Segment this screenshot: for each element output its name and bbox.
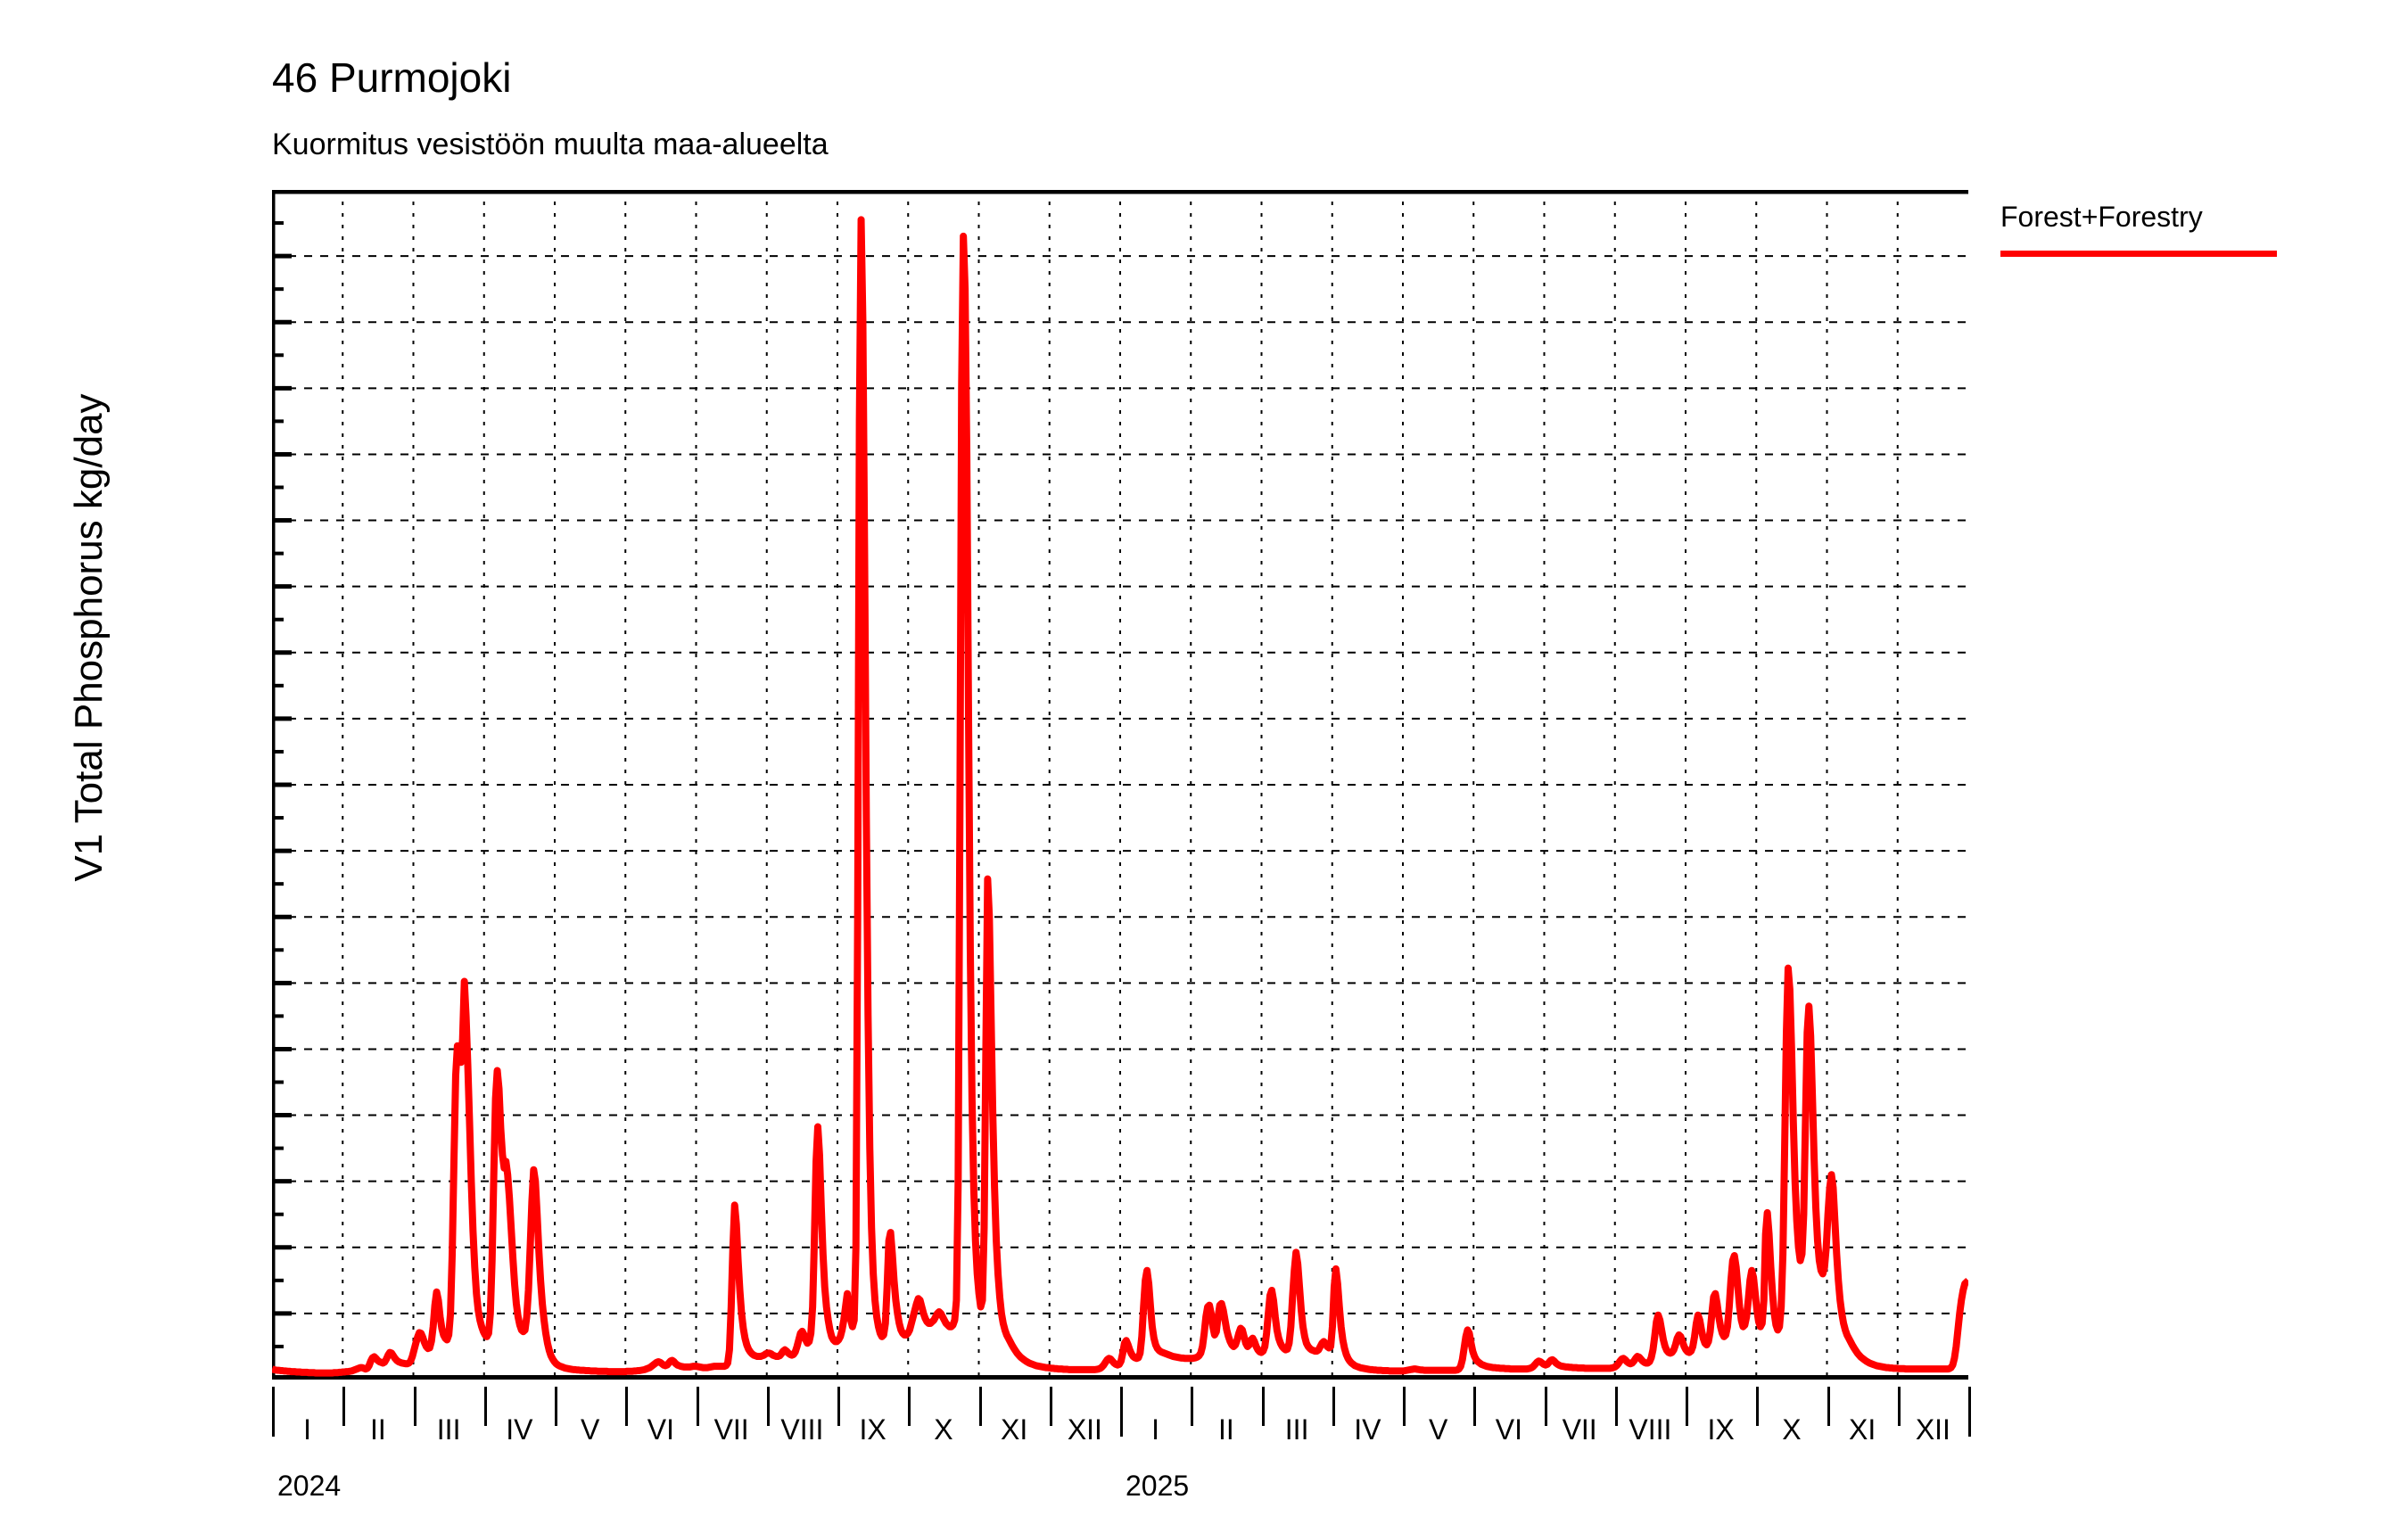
x-tick-month-7: VII — [713, 1413, 749, 1446]
x-axis-tick-23 — [1897, 1387, 1901, 1426]
x-tick-month-16: IV — [1354, 1413, 1381, 1446]
x-tick-month-4: IV — [506, 1413, 533, 1446]
x-axis-year-2024: 2024 — [277, 1470, 342, 1502]
x-tick-month-11: XI — [1001, 1413, 1028, 1446]
x-tick-month-6: VI — [647, 1413, 674, 1446]
x-axis-tick-15 — [1332, 1387, 1335, 1426]
x-tick-month-24: XII — [1915, 1413, 1950, 1446]
legend-label: Forest+Forestry — [2000, 201, 2203, 233]
x-axis-tick-4 — [555, 1387, 557, 1426]
x-tick-month-10: X — [934, 1413, 953, 1446]
y-axis-title: V1 Total Phosphorus kg/day — [67, 393, 111, 882]
x-tick-month-14: II — [1217, 1413, 1234, 1446]
x-tick-month-22: X — [1782, 1413, 1802, 1446]
x-axis-tick-14 — [1261, 1387, 1265, 1426]
x-axis-tick-16 — [1403, 1387, 1406, 1426]
x-axis-tick-1 — [342, 1387, 346, 1426]
x-axis-tick-2 — [413, 1387, 416, 1426]
x-axis-tick-17 — [1473, 1387, 1477, 1426]
x-axis-tick-6 — [696, 1387, 699, 1426]
x-tick-month-19: VII — [1562, 1413, 1597, 1446]
x-tick-month-5: V — [580, 1413, 600, 1446]
x-axis-tick-11 — [1049, 1387, 1052, 1426]
x-tick-month-18: VI — [1495, 1413, 1522, 1446]
x-tick-month-17: V — [1428, 1413, 1448, 1446]
x-tick-month-9: IX — [859, 1413, 887, 1446]
x-tick-month-12: XII — [1067, 1413, 1102, 1446]
x-tick-month-15: III — [1284, 1413, 1309, 1446]
chart-subtitle: Kuormitus vesistöön muulta maa-alueelta — [272, 128, 829, 161]
x-tick-month-1: I — [303, 1413, 312, 1446]
x-axis-tick-24 — [1968, 1387, 1971, 1437]
x-tick-month-3: III — [436, 1413, 461, 1446]
x-axis-tick-5 — [625, 1387, 629, 1426]
x-axis-tick-3 — [483, 1387, 487, 1426]
x-tick-month-23: XI — [1849, 1413, 1876, 1446]
chart-title: 46 Purmojoki — [272, 54, 512, 101]
plot-svg — [269, 187, 1971, 1382]
data-series-forest-forestry — [269, 216, 1971, 1377]
x-axis-tick-7 — [766, 1387, 770, 1426]
x-axis-tick-0 — [272, 1387, 275, 1437]
x-axis-tick-8 — [837, 1387, 840, 1426]
x-axis-tick-20 — [1686, 1387, 1688, 1426]
x-axis-tick-10 — [978, 1387, 982, 1426]
x-tick-month-21: IX — [1707, 1413, 1735, 1446]
x-axis-tick-9 — [908, 1387, 911, 1426]
x-axis-tick-13 — [1191, 1387, 1194, 1426]
x-tick-month-20: VIII — [1629, 1413, 1672, 1446]
x-axis-tick-21 — [1756, 1387, 1760, 1426]
legend-line-swatch — [2000, 251, 2277, 257]
x-tick-month-8: VIII — [780, 1413, 824, 1446]
x-axis-tick-22 — [1827, 1387, 1830, 1426]
x-tick-month-13: I — [1151, 1413, 1160, 1446]
x-axis-tick-12 — [1120, 1387, 1123, 1437]
x-axis-year-2025: 2025 — [1126, 1470, 1190, 1502]
plot-area — [269, 187, 1971, 1382]
x-tick-month-2: II — [369, 1413, 386, 1446]
x-axis-tick-18 — [1544, 1387, 1547, 1426]
x-axis-tick-19 — [1614, 1387, 1618, 1426]
